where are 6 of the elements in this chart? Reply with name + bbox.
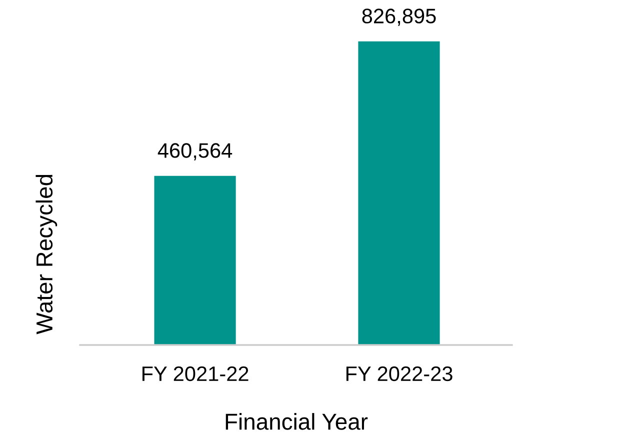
data-label: 460,564 (158, 143, 232, 160)
x-axis-title: Financial Year (226, 413, 368, 430)
y-axis-title: Water Recycled (36, 174, 58, 334)
x-tick-label: FY 2021-22 (142, 366, 248, 382)
x-tick-label: FY 2022-23 (346, 366, 452, 382)
data-label: 826,895 (362, 8, 436, 26)
